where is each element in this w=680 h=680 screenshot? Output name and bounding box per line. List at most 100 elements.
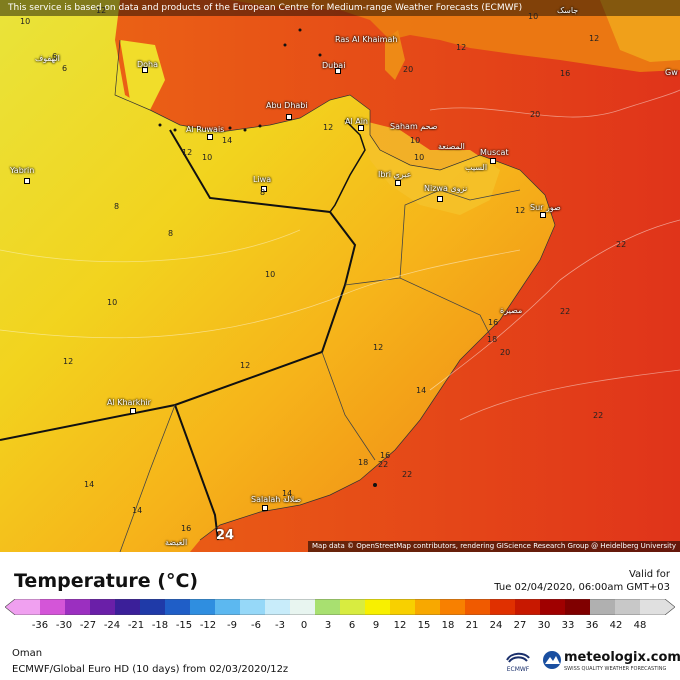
isoline-label: 12: [240, 361, 251, 370]
scale-swatch: [415, 599, 441, 615]
city-marker: [130, 408, 136, 414]
scale-swatch: [465, 599, 491, 615]
scale-tick-label: -3: [275, 620, 285, 631]
scale-swatch: [65, 599, 91, 615]
isoline-label: 22: [616, 240, 627, 249]
scale-swatch: [165, 599, 191, 615]
city-doha[interactable]: Doha: [137, 60, 159, 69]
city-marker: [286, 114, 292, 120]
ecmwf-logo[interactable]: ECMWF: [503, 650, 533, 673]
scale-tick-label: -15: [175, 620, 193, 631]
ecmwf-logo-text: ECMWF: [506, 666, 530, 673]
isoline-label: 16: [488, 318, 499, 327]
city-liwa[interactable]: Liwa: [253, 175, 272, 184]
map-canvas: [0, 0, 680, 552]
scale-swatch: [265, 599, 291, 615]
valid-time: Tue 02/04/2020, 06:00am GMT+03: [494, 582, 670, 593]
city-al-musanaah[interactable]: المصنعة: [438, 142, 465, 151]
scale-swatch: [540, 599, 566, 615]
isoline-label: 8: [260, 188, 266, 197]
city-yabrin[interactable]: Yabrin: [10, 166, 35, 175]
meteologix-logo[interactable]: meteologix.com SWISS QUALITY WEATHER FOR…: [542, 650, 680, 674]
city-marker: [207, 134, 213, 140]
city-ras-al-khaimah[interactable]: Ras Al Khaimah: [335, 35, 398, 44]
scale-tick-label: 3: [324, 620, 332, 631]
border-uae-oman: [329, 119, 366, 213]
isoline-label: 14: [84, 480, 95, 489]
scale-tick-label: -12: [199, 620, 217, 631]
isoline-label: 22: [560, 307, 571, 316]
isoline-label: 14: [222, 136, 233, 145]
border-yemen-oman: [174, 404, 219, 541]
arabian-land: [0, 0, 555, 552]
valid-label: Valid for: [628, 569, 670, 580]
city-abu-dhabi[interactable]: Abu Dhabi: [266, 101, 308, 110]
scale-tick-label: 33: [561, 620, 575, 631]
scale-swatch: [40, 599, 66, 615]
city-al-ain[interactable]: Al Ain: [345, 117, 369, 126]
city-marker: [142, 67, 148, 73]
isoline-label: 12: [63, 357, 74, 366]
scale-tick-label: -21: [127, 620, 145, 631]
scale-tick-label: 18: [441, 620, 455, 631]
city-salalah[interactable]: Salalah صلالة: [251, 495, 302, 504]
scale-swatch: [340, 599, 366, 615]
hajar-mountains: [360, 120, 500, 215]
isoline-label: 12: [589, 34, 600, 43]
scale-swatch: [90, 599, 116, 615]
scale-tick-label: 15: [417, 620, 431, 631]
isoline-label: 14: [282, 489, 293, 498]
city-seeb[interactable]: السيب: [465, 163, 488, 172]
scale-tick-label: -24: [103, 620, 121, 631]
city-ghayda[interactable]: الغيضة: [165, 538, 188, 547]
qatar-land: [120, 40, 165, 110]
city-al-kharkhir[interactable]: Al Kharkhir: [107, 398, 151, 407]
isoline-label: 20: [500, 348, 511, 357]
city-hofuf[interactable]: الهفوف: [35, 54, 60, 63]
scale-swatch: [5, 599, 40, 615]
scale-swatch: [565, 599, 591, 615]
scale-tick-label: -18: [151, 620, 169, 631]
isoline-label: 22: [593, 411, 604, 420]
ecmwf-swirl-icon: [506, 652, 530, 663]
scale-swatch: [240, 599, 266, 615]
scale-tick-label: -9: [227, 620, 237, 631]
city-marker: [395, 180, 401, 186]
scale-tick-label: 6: [348, 620, 356, 631]
scale-swatch: [490, 599, 516, 615]
scale-swatch: [440, 599, 466, 615]
city-saham[interactable]: Saham صحم: [390, 122, 438, 131]
isoline-label: 10: [265, 270, 276, 279]
isoline-label: 6: [62, 64, 68, 73]
scale-swatch: [215, 599, 241, 615]
isoline-label: 6: [52, 52, 58, 61]
iran-land: [0, 0, 680, 72]
scale-tick-label: 42: [609, 620, 623, 631]
city-masirah[interactable]: مصيرة: [500, 306, 523, 315]
scale-swatch: [615, 599, 641, 615]
scale-tick-label: -36: [31, 620, 49, 631]
city-muscat[interactable]: Muscat: [480, 148, 509, 157]
isoline-label: 10: [202, 153, 213, 162]
brand-name: meteologix.com: [564, 650, 680, 665]
isoline-label: 24: [216, 528, 235, 543]
city-dubai[interactable]: Dubai: [322, 61, 346, 70]
city-nizwa[interactable]: Nizwa نزوى: [424, 184, 468, 193]
isoline-label: 8: [168, 229, 174, 238]
islands: [158, 28, 377, 487]
city-jask[interactable]: جاسک: [557, 6, 579, 15]
city-gw[interactable]: Gw: [665, 68, 678, 77]
brand-tagline: SWISS QUALITY WEATHER FORECASTING: [564, 666, 667, 672]
city-sur[interactable]: Sur صور: [530, 203, 561, 212]
map-attribution[interactable]: Map data © OpenStreetMap contributors, r…: [308, 541, 680, 552]
city-al-ruwais[interactable]: Al Ruwais: [186, 125, 225, 134]
temperature-map[interactable]: This service is based on data and produc…: [0, 0, 680, 552]
city-marker: [540, 212, 546, 218]
city-marker: [24, 178, 30, 184]
city-ibri[interactable]: Ibri عبري: [378, 170, 412, 179]
footer-info: Oman ECMWF/Global Euro HD (10 days) from…: [12, 646, 288, 678]
scale-swatch: [590, 599, 616, 615]
city-marker: [437, 196, 443, 202]
isoline-label: 16: [380, 451, 391, 460]
scale-tick-label: -30: [55, 620, 73, 631]
